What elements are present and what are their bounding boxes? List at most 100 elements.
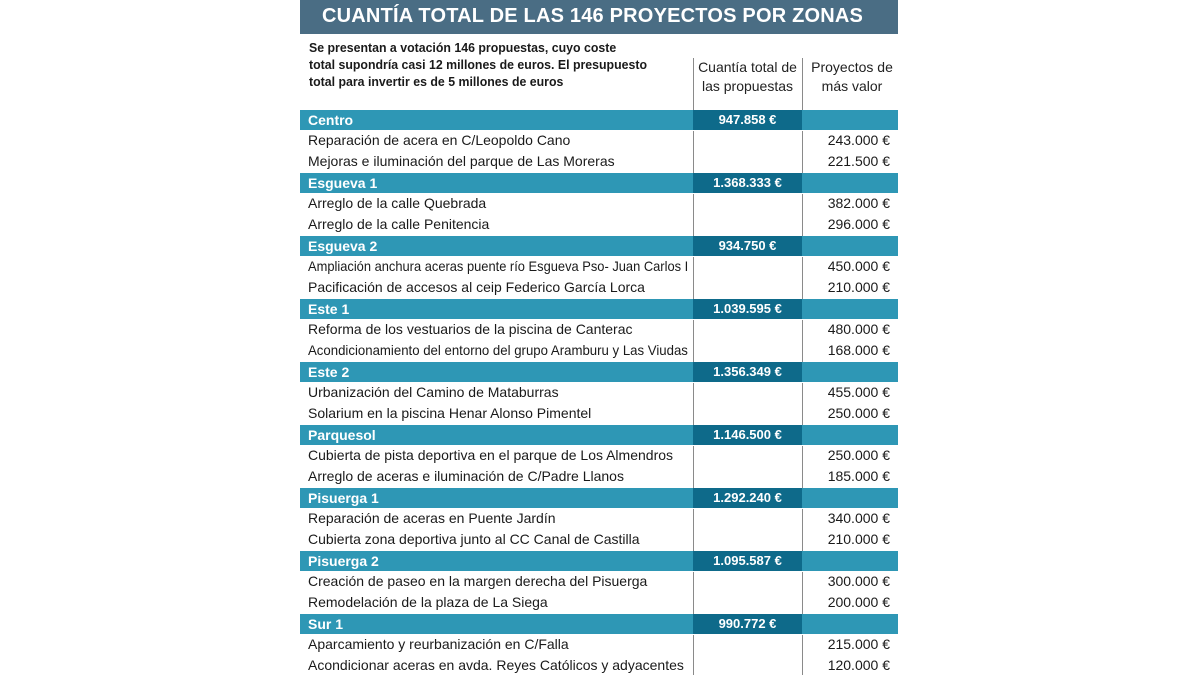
column-divider (802, 530, 803, 551)
project-value: 450.000 € (827, 258, 890, 274)
column-divider (802, 656, 803, 675)
zone-name: Centro (308, 112, 354, 128)
column-header-line: las propuestas (701, 78, 794, 94)
project-value: 250.000 € (827, 405, 890, 421)
column-divider (693, 530, 694, 551)
project-value: 243.000 € (827, 132, 890, 148)
project-value: 210.000 € (827, 279, 890, 295)
zone-name: Esgueva 2 (308, 238, 378, 254)
project-name: Acondicionamiento del entorno del grupo … (308, 342, 688, 358)
zone-row: Pisuerga 2 1.095.587 € (300, 551, 898, 571)
column-divider (693, 656, 694, 675)
project-name: Arreglo de aceras e iluminación de C/Pad… (308, 468, 624, 484)
column-divider (802, 509, 803, 530)
column-divider (693, 404, 694, 425)
column-divider (693, 383, 694, 404)
zone-total: 947.858 € (693, 110, 802, 130)
project-value: 200.000 € (827, 594, 890, 610)
intro-line: total para invertir es de 5 millones de … (309, 75, 564, 89)
column-divider (693, 152, 694, 173)
column-divider (802, 194, 803, 215)
zone-total: 990.772 € (693, 614, 802, 634)
column-divider (802, 572, 803, 593)
column-divider (693, 341, 694, 362)
column-divider (802, 593, 803, 614)
project-value: 455.000 € (827, 384, 890, 400)
project-name: Creación de paseo en la margen derecha d… (308, 573, 648, 589)
column-divider (693, 593, 694, 614)
project-value: 382.000 € (827, 195, 890, 211)
project-row: Acondicionamiento del entorno del grupo … (300, 341, 898, 362)
project-name: Arreglo de la calle Quebrada (308, 195, 487, 211)
project-value: 210.000 € (827, 531, 890, 547)
infographic: CUANTÍA TOTAL DE LAS 146 PROYECTOS POR Z… (300, 0, 898, 675)
zone-row: Pisuerga 1 1.292.240 € (300, 488, 898, 508)
zone-total: 1.292.240 € (693, 488, 802, 508)
project-row: Acondicionar aceras en avda. Reyes Catól… (300, 656, 898, 675)
project-row: Remodelación de la plaza de La Siega 200.… (300, 593, 898, 614)
column-divider (802, 320, 803, 341)
column-divider (802, 341, 803, 362)
project-row: Urbanización del Camino de Mataburras 455… (300, 383, 898, 404)
column-divider (802, 635, 803, 656)
project-name: Arreglo de la calle Penitencia (308, 216, 490, 232)
project-name: Cubierta zona deportiva junto al CC Cana… (308, 531, 640, 547)
column-divider (802, 58, 803, 110)
column-divider (693, 446, 694, 467)
zone-row: Parquesol 1.146.500 € (300, 425, 898, 445)
column-divider (693, 194, 694, 215)
title-bar: CUANTÍA TOTAL DE LAS 146 PROYECTOS POR Z… (300, 0, 898, 34)
project-value: 221.500 € (827, 153, 890, 169)
column-divider (693, 509, 694, 530)
project-row: Arreglo de la calle Penitencia 296.000 € (300, 215, 898, 236)
project-row: Solarium en la piscina Henar Alonso Pime… (300, 404, 898, 425)
column-divider (693, 257, 694, 278)
zone-row: Este 1 1.039.595 € (300, 299, 898, 319)
project-row: Reparación de acera en C/Leopoldo Cano 24… (300, 131, 898, 152)
column-header-line: Cuantía total de (698, 59, 797, 75)
zones-table: Centro 947.858 € Reparación de acera en C/… (300, 110, 898, 675)
zone-name: Parquesol (308, 427, 376, 443)
column-divider (802, 446, 803, 467)
column-divider (802, 257, 803, 278)
project-value: 480.000 € (827, 321, 890, 337)
zone-row: Este 2 1.356.349 € (300, 362, 898, 382)
page-title: CUANTÍA TOTAL DE LAS 146 PROYECTOS POR Z… (322, 5, 864, 27)
column-divider (802, 152, 803, 173)
column-header-line: más valor (821, 78, 883, 94)
project-name: Reforma de los vestuarios de la piscina … (308, 321, 633, 337)
project-name: Ampliación anchura aceras puente río Esg… (308, 258, 689, 274)
project-row: Pacificación de accesos al ceip Federico… (300, 278, 898, 299)
zone-name: Pisuerga 2 (308, 553, 379, 569)
project-name: Reparación de aceras en Puente Jardín (308, 510, 556, 526)
intro-line: Se presentan a votación 146 propuestas, … (309, 41, 617, 55)
project-name: Cubierta de pista deportiva en el parque… (308, 447, 674, 463)
zone-total: 1.146.500 € (693, 425, 802, 445)
zone-row: Sur 1 990.772 € (300, 614, 898, 634)
intro-text: Se presentan a votación 146 propuestas, … (309, 40, 694, 91)
column-header-total: Cuantía total de las propuestas (694, 58, 801, 96)
project-value: 300.000 € (827, 573, 890, 589)
zone-name: Esgueva 1 (308, 175, 378, 191)
zone-row: Esgueva 1 1.368.333 € (300, 173, 898, 193)
project-row: Ampliación anchura aceras puente río Esg… (300, 257, 898, 278)
column-divider (693, 467, 694, 488)
zone-total: 934.750 € (693, 236, 802, 256)
project-value: 185.000 € (827, 468, 890, 484)
zone-total: 1.095.587 € (693, 551, 802, 571)
column-divider (693, 320, 694, 341)
column-divider (802, 215, 803, 236)
project-value: 250.000 € (827, 447, 890, 463)
column-divider (693, 278, 694, 299)
zone-total: 1.368.333 € (693, 173, 802, 193)
column-divider (802, 404, 803, 425)
zone-total: 1.356.349 € (693, 362, 802, 382)
column-divider (802, 131, 803, 152)
project-value: 296.000 € (827, 216, 890, 232)
project-row: Cubierta de pista deportiva en el parque… (300, 446, 898, 467)
zone-name: Pisuerga 1 (308, 490, 379, 506)
project-row: Aparcamiento y reurbanización en C/Falla… (300, 635, 898, 656)
zone-total: 1.039.595 € (693, 299, 802, 319)
column-divider (802, 467, 803, 488)
project-row: Cubierta zona deportiva junto al CC Cana… (300, 530, 898, 551)
